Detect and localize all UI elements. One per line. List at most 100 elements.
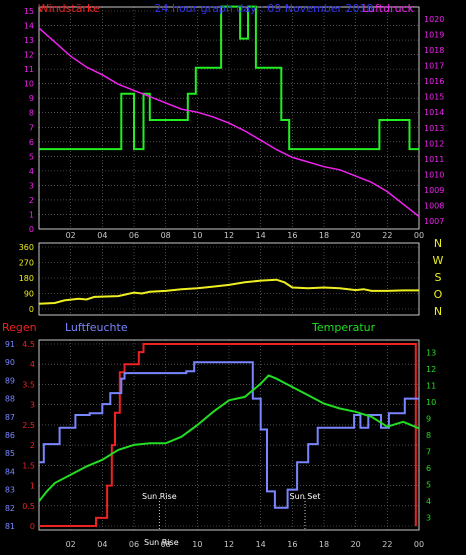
humidity-tick-label: 84 bbox=[5, 467, 15, 476]
humidity-tick-label: 89 bbox=[5, 376, 15, 385]
wind-tick-label: 12 bbox=[24, 51, 34, 60]
humidity-line bbox=[39, 361, 419, 509]
sun-marker-label: Sun Set bbox=[290, 492, 321, 501]
direction-tick-label: 360 bbox=[19, 243, 34, 252]
time-label: 04 bbox=[97, 540, 107, 549]
temperature-tick-label: 4 bbox=[426, 497, 431, 506]
time-label: 22 bbox=[382, 540, 392, 549]
humidity-tick-label: 90 bbox=[5, 358, 15, 367]
time-label: 08 bbox=[161, 540, 171, 549]
humidity-tick-label: 85 bbox=[5, 449, 15, 458]
time-label: 02 bbox=[66, 231, 76, 240]
grid bbox=[39, 340, 419, 530]
humidity-tick-label: 91 bbox=[5, 340, 15, 349]
humidity-tick-label: 88 bbox=[5, 395, 15, 404]
time-label: 06 bbox=[129, 540, 139, 549]
time-label: 18 bbox=[319, 540, 329, 549]
wind-tick-label: 6 bbox=[29, 138, 34, 147]
wind-direction-line bbox=[38, 278, 419, 305]
humidity-tick-label: 87 bbox=[5, 413, 15, 422]
compass-label: S bbox=[435, 271, 442, 284]
direction-tick-label: 0 bbox=[29, 305, 34, 314]
temperature-tick-label: 3 bbox=[426, 514, 431, 523]
time-label: 10 bbox=[192, 231, 202, 240]
time-label: 02 bbox=[66, 540, 76, 549]
humidity-axis-ticks: 81 82 83 84 85 86 87 88 89 90 91 bbox=[5, 340, 15, 531]
wind-tick-label: 11 bbox=[24, 65, 34, 74]
wind-tick-label: 4 bbox=[29, 167, 34, 176]
humidity-series-label: Luftfeuchte bbox=[65, 321, 128, 334]
pressure-line bbox=[38, 27, 420, 218]
wind-tick-label: 5 bbox=[29, 152, 34, 161]
pressure-series-label: Luftdruck bbox=[362, 2, 414, 15]
temperature-axis-ticks: 3 4 5 6 7 8 9 10 11 12 13 bbox=[426, 348, 436, 522]
time-label: 14 bbox=[256, 231, 266, 240]
pressure-tick-label: 1016 bbox=[424, 77, 444, 86]
pressure-tick-label: 1010 bbox=[424, 171, 444, 180]
time-axis-labels: 02 04 06 08 10 12 14 16 18 20 22 00 bbox=[66, 540, 425, 549]
direction-tick-label: 180 bbox=[19, 274, 34, 283]
rain-tick-label: 4 bbox=[30, 360, 35, 369]
rain-axis-ticks: 0 0.5 1 1.5 2 2.5 3 3.5 4 4.5 bbox=[22, 340, 35, 531]
direction-tick-label: 270 bbox=[19, 259, 34, 268]
rain-series-label: Regen bbox=[2, 321, 37, 334]
pressure-tick-label: 1008 bbox=[424, 202, 444, 211]
wind-tick-label: 7 bbox=[29, 123, 34, 132]
pressure-tick-label: 1017 bbox=[424, 62, 444, 71]
temperature-series-label: Temperatur bbox=[311, 321, 376, 334]
time-label: 16 bbox=[287, 231, 297, 240]
wind-tick-label: 2 bbox=[29, 196, 34, 205]
wind-tick-label: 9 bbox=[29, 94, 34, 103]
humidity-tick-label: 83 bbox=[5, 486, 15, 495]
pressure-axis-ticks: 1007 1008 1009 1010 1011 1012 1013 1014 1015 1016… bbox=[424, 15, 444, 226]
time-label: 16 bbox=[287, 540, 297, 549]
humidity-tick-label: 86 bbox=[5, 431, 15, 440]
temperature-tick-label: 12 bbox=[426, 365, 436, 374]
series-group bbox=[38, 343, 420, 527]
time-label: 18 bbox=[319, 231, 329, 240]
plot-frame bbox=[38, 242, 420, 316]
time-label: 06 bbox=[129, 231, 139, 240]
pressure-tick-label: 1020 bbox=[424, 15, 444, 24]
time-label: 20 bbox=[351, 231, 361, 240]
pressure-tick-label: 1019 bbox=[424, 30, 444, 39]
pressure-tick-label: 1012 bbox=[424, 139, 444, 148]
time-label: 08 bbox=[161, 231, 171, 240]
pressure-tick-label: 1015 bbox=[424, 93, 444, 102]
rain-tick-label: 2.5 bbox=[22, 421, 35, 430]
rain-line bbox=[39, 343, 417, 527]
temperature-tick-label: 9 bbox=[426, 414, 431, 423]
temperature-tick-label: 5 bbox=[426, 481, 431, 490]
time-label: 12 bbox=[224, 540, 234, 549]
rain-tick-label: 3.5 bbox=[22, 380, 35, 389]
temperature-tick-label: 10 bbox=[426, 398, 436, 407]
humidity-tick-label: 81 bbox=[5, 522, 15, 531]
pressure-tick-label: 1014 bbox=[424, 108, 444, 117]
humidity-tick-label: 82 bbox=[5, 504, 15, 513]
compass-label: W bbox=[433, 254, 444, 267]
series-group bbox=[38, 278, 419, 305]
temperature-line bbox=[38, 374, 420, 502]
wind-tick-label: 14 bbox=[24, 22, 34, 31]
pressure-tick-label: 1011 bbox=[424, 155, 444, 164]
temperature-tick-label: 7 bbox=[426, 448, 431, 457]
wind-tick-label: 3 bbox=[29, 181, 34, 190]
compass-label: N bbox=[434, 305, 442, 318]
wind-tick-label: 10 bbox=[24, 80, 34, 89]
temperature-tick-label: 11 bbox=[426, 381, 436, 390]
time-label: 20 bbox=[351, 540, 361, 549]
temperature-tick-label: 6 bbox=[426, 464, 431, 473]
pressure-tick-label: 1009 bbox=[424, 186, 444, 195]
wind-tick-label: 0 bbox=[29, 225, 34, 234]
rain-tick-label: 4.5 bbox=[22, 340, 35, 349]
direction-tick-label: 90 bbox=[24, 290, 34, 299]
time-label: 04 bbox=[97, 231, 107, 240]
temperature-tick-label: 8 bbox=[426, 431, 431, 440]
sun-rise-baseline-label: Sun Rise bbox=[144, 538, 179, 547]
